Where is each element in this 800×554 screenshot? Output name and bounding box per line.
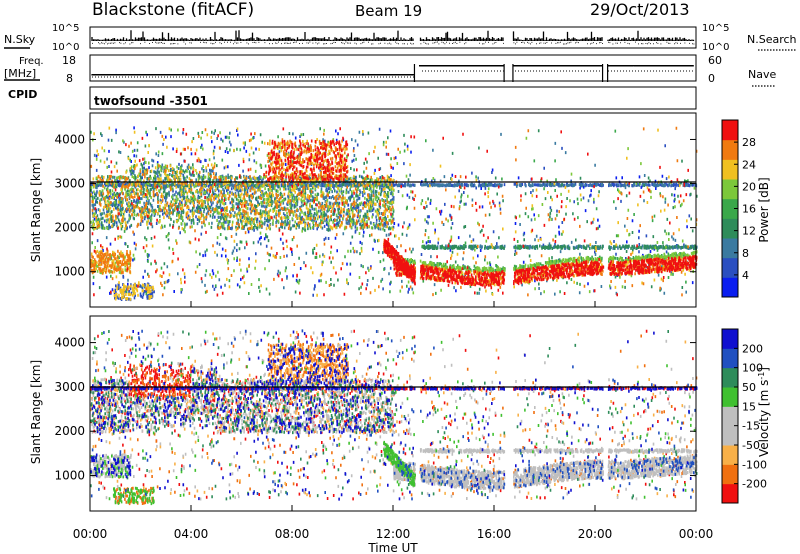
colorbar-tick-label: 16 <box>742 203 756 216</box>
power-heatmap <box>90 126 698 302</box>
colorbar-tick-label: 50 <box>742 381 756 394</box>
power-panel: 1000 2000 3000 4000 Slant Range [km] 4 8 12 16… <box>29 112 771 308</box>
y-tick-label: 3000 <box>54 380 85 394</box>
colorbar-segment <box>722 159 738 180</box>
noise-series <box>91 30 695 45</box>
colorbar-segment <box>722 257 738 278</box>
velocity-panel: 1000 2000 3000 4000 Slant Range [km] -200 -1… <box>29 315 771 512</box>
noise-tick-left-top: 10^5 <box>52 23 79 34</box>
freq-label: Freq. <box>19 56 44 67</box>
colorbar-tick-label: 4 <box>742 269 749 282</box>
colorbar-segment <box>722 483 738 504</box>
colorbar-segment <box>722 406 738 427</box>
cpid-label: CPID <box>8 88 37 101</box>
rti-cells-8 <box>91 127 698 297</box>
velocity-colorbar-label: Velocity [m s-1] <box>757 367 771 457</box>
x-axis: 00:00 04:00 08:00 12:00 16:00 20:00 00:00 <box>73 301 714 541</box>
colorbar-segment <box>722 445 738 465</box>
velocity-ylabel: Slant Range [km] <box>29 360 43 464</box>
noise-sky-trace <box>91 30 695 41</box>
colorbar-segment <box>722 198 738 219</box>
x-tick-label: 00:00 <box>679 527 714 541</box>
freq-unit-label: [MHz] <box>4 67 36 80</box>
colorbar-segment <box>722 139 738 160</box>
colorbar-segment <box>722 120 738 141</box>
colorbar-tick-label: -15 <box>742 420 760 433</box>
colorbar-segment <box>722 238 738 259</box>
colorbar-segment <box>722 329 738 349</box>
noise-strip: N.Sky 10^5 10^0 10^5 10^0 N.Search <box>4 23 797 53</box>
colorbar-segment <box>722 464 738 485</box>
rti-cells-1 <box>91 333 698 506</box>
rti-cells-3 <box>90 127 698 296</box>
nave-trace <box>92 70 693 78</box>
velocity-colorbar: -200 -100 -50 -15 15 50 100 200 <box>721 328 767 504</box>
colorbar-tick-label: 28 <box>742 136 756 149</box>
colorbar-segment <box>722 218 738 239</box>
colorbar-tick-label: -50 <box>742 439 760 452</box>
noise-tick-right-top: 10^5 <box>702 23 729 34</box>
colorbar-segment <box>722 387 738 407</box>
y-tick-label: 2000 <box>54 424 85 438</box>
nave-label: Nave <box>748 68 776 81</box>
date-title: 29/Oct/2013 <box>590 0 690 19</box>
freq-tick-bottom: 8 <box>66 72 73 85</box>
colorbar-tick-label: 24 <box>742 158 756 171</box>
y-tick-label: 4000 <box>54 132 85 146</box>
rti-cells-3 <box>90 330 698 501</box>
x-tick-label: 12:00 <box>376 527 411 541</box>
colorbar-segment <box>722 277 738 298</box>
freq-strip: Freq. [MHz] 18 8 60 0 Nave <box>4 54 776 87</box>
freq-tick-top: 18 <box>62 54 76 67</box>
station-title: Blackstone (fitACF) <box>92 0 254 20</box>
colorbar-tick-label: 200 <box>742 342 763 355</box>
velocity-y-ticks: 1000 2000 3000 4000 <box>54 336 696 483</box>
noise-tick-right-bottom: 10^0 <box>702 42 729 53</box>
colorbar-tick-label: -100 <box>742 458 767 471</box>
x-tick-label: 08:00 <box>275 527 310 541</box>
freq-series <box>91 64 694 82</box>
nave-tick-bottom: 0 <box>708 72 715 85</box>
cpid-strip: CPID twofsound -3501 <box>8 86 697 110</box>
colorbar-tick-label: 12 <box>742 225 756 238</box>
cpid-value: twofsound -3501 <box>94 94 208 108</box>
colorbar-segment <box>722 179 738 200</box>
x-tick-label: 20:00 <box>578 527 613 541</box>
colorbar-tick-label: 8 <box>742 247 749 260</box>
colorbar-segment <box>722 425 738 446</box>
nsearch-label: N.Search <box>747 33 797 46</box>
colorbar-segment <box>722 367 738 388</box>
noise-tick-left-bottom: 10^0 <box>52 42 79 53</box>
x-tick-label: 16:00 <box>477 527 512 541</box>
velocity-heatmap <box>90 329 698 506</box>
colorbar-tick-label: 20 <box>742 180 756 193</box>
y-tick-label: 4000 <box>54 336 85 350</box>
colorbar-segment <box>722 348 738 369</box>
colorbar-tick-label: -200 <box>742 478 767 491</box>
colorbar-tick-label: 100 <box>742 362 763 375</box>
nsky-label: N.Sky <box>4 33 36 46</box>
y-tick-label: 2000 <box>54 221 85 235</box>
x-tick-label: 04:00 <box>174 527 209 541</box>
power-ylabel: Slant Range [km] <box>29 158 43 262</box>
power-colorbar-label: Power [dB] <box>757 177 771 242</box>
beam-title: Beam 19 <box>355 2 422 20</box>
y-tick-label: 1000 <box>54 469 85 483</box>
freq-trace <box>91 65 694 76</box>
colorbar-tick-label: 15 <box>742 400 756 413</box>
power-y-ticks: 1000 2000 3000 4000 <box>54 132 696 279</box>
y-tick-label: 1000 <box>54 265 85 279</box>
x-axis-label: Time UT <box>367 541 418 554</box>
nave-tick-top: 60 <box>708 54 722 67</box>
x-tick-label: 00:00 <box>73 527 108 541</box>
y-tick-label: 3000 <box>54 177 85 191</box>
noise-search-trace <box>92 41 695 45</box>
power-colorbar: 4 8 12 16 20 24 28 <box>721 119 756 298</box>
